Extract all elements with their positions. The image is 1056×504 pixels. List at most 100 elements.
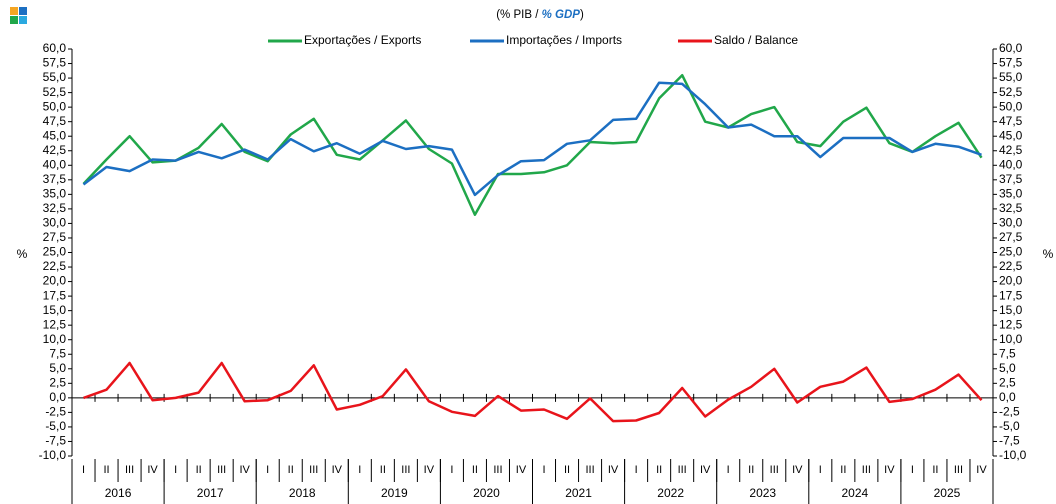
y-tick-label: 5,0 [49, 361, 66, 375]
y2-tick-label: 35,0 [999, 187, 1023, 201]
y-axis-label: % [17, 247, 28, 261]
x-tick-label: I [542, 464, 545, 476]
y2-axis-label: % [1043, 247, 1054, 261]
x-tick-label: III [954, 464, 963, 476]
logo [10, 7, 27, 24]
y2-tick-label: 25,0 [999, 245, 1023, 259]
x-tick-label: III [217, 464, 226, 476]
y2-tick-label: -10,0 [999, 448, 1027, 462]
x-tick-label: II [840, 464, 846, 476]
y2-tick-label: 17,5 [999, 288, 1023, 302]
y-tick-label: 25,0 [43, 245, 67, 259]
y2-tick-label: 32,5 [999, 201, 1023, 215]
y2-tick-label: 55,0 [999, 70, 1023, 84]
x-tick-label: III [585, 464, 594, 476]
y2-tick-label: 7,5 [999, 346, 1016, 360]
x-tick-label: II [932, 464, 938, 476]
x-tick-label: II [564, 464, 570, 476]
x-tick-label: II [656, 464, 662, 476]
y2-tick-label: 30,0 [999, 216, 1023, 230]
y2-tick-label: -7,5 [999, 434, 1020, 448]
x-tick-label: II [196, 464, 202, 476]
y2-tick-label: 40,0 [999, 157, 1023, 171]
y2-tick-label: 52,5 [999, 85, 1023, 99]
y2-tick-label: 45,0 [999, 128, 1023, 142]
legend-label: Saldo / Balance [714, 33, 798, 47]
subtitle-part: ) [580, 9, 584, 21]
x-tick-label: III [401, 464, 410, 476]
y-tick-label: 37,5 [43, 172, 67, 186]
y2-tick-label: 12,5 [999, 317, 1023, 331]
y-tick-label: 15,0 [43, 303, 67, 317]
year-label: 2020 [473, 486, 500, 500]
y-tick-label: 22,5 [43, 259, 67, 273]
series-line [82, 81, 982, 197]
y-tick-label: 52,5 [43, 85, 67, 99]
y-tick-label: 7,5 [49, 346, 66, 360]
x-tick-label: III [770, 464, 779, 476]
x-tick-label: IV [700, 464, 711, 476]
x-tick-label: IV [608, 464, 619, 476]
y-tick-label: 10,0 [43, 332, 67, 346]
y2-tick-label: 57,5 [999, 56, 1023, 70]
y-tick-label: 17,5 [43, 288, 67, 302]
subtitle-part: (% PIB / [496, 9, 541, 21]
y-tick-label: 2,5 [49, 375, 66, 389]
x-tick-label: IV [516, 464, 527, 476]
y2-tick-label: 42,5 [999, 143, 1023, 157]
legend-label: Exportações / Exports [304, 33, 421, 47]
y-tick-label: 55,0 [43, 70, 67, 84]
year-label: 2019 [381, 486, 408, 500]
y-tick-label: -10,0 [39, 448, 67, 462]
x-tick-label: I [727, 464, 730, 476]
y-tick-label: 50,0 [43, 99, 67, 113]
y-tick-label: 30,0 [43, 216, 67, 230]
x-tick-label: III [862, 464, 871, 476]
x-tick-label: II [103, 464, 109, 476]
x-tick-label: I [911, 464, 914, 476]
y2-tick-label: 37,5 [999, 172, 1023, 186]
x-tick-label: I [635, 464, 638, 476]
x-tick-label: IV [239, 464, 250, 476]
y2-tick-label: 10,0 [999, 332, 1023, 346]
x-tick-label: III [678, 464, 687, 476]
y-tick-label: 32,5 [43, 201, 67, 215]
y2-tick-label: 22,5 [999, 259, 1023, 273]
year-label: 2022 [657, 486, 684, 500]
y2-tick-label: -2,5 [999, 405, 1020, 419]
y-tick-label: 20,0 [43, 274, 67, 288]
y-tick-label: 35,0 [43, 187, 67, 201]
y-tick-label: -7,5 [45, 434, 66, 448]
series-line [82, 73, 983, 216]
x-tick-label: IV [424, 464, 435, 476]
x-tick-label: IV [976, 464, 987, 476]
x-tick-label: IV [332, 464, 343, 476]
x-tick-label: IV [792, 464, 803, 476]
y2-tick-label: 15,0 [999, 303, 1023, 317]
x-tick-label: I [450, 464, 453, 476]
year-label: 2017 [197, 486, 224, 500]
y-tick-label: 27,5 [43, 230, 67, 244]
y-tick-label: -5,0 [45, 419, 66, 433]
x-tick-label: IV [884, 464, 895, 476]
y2-tick-label: 50,0 [999, 99, 1023, 113]
y-tick-label: 40,0 [43, 157, 67, 171]
y2-tick-label: 27,5 [999, 230, 1023, 244]
year-label: 2021 [565, 486, 592, 500]
x-tick-label: I [82, 464, 85, 476]
y-tick-label: 12,5 [43, 317, 67, 331]
y2-tick-label: -5,0 [999, 419, 1020, 433]
year-label: 2024 [841, 486, 868, 500]
y-tick-label: 42,5 [43, 143, 67, 157]
y-tick-label: 57,5 [43, 56, 67, 70]
x-tick-label: III [309, 464, 318, 476]
chart-subtitle: (% PIB / % GDP) [496, 9, 584, 21]
x-tick-label: III [125, 464, 134, 476]
subtitle-part: % GDP [542, 9, 581, 21]
legend-label: Importações / Imports [506, 33, 622, 47]
x-tick-label: II [472, 464, 478, 476]
x-tick-label: II [380, 464, 386, 476]
y2-tick-label: 20,0 [999, 274, 1023, 288]
y2-tick-label: 47,5 [999, 114, 1023, 128]
